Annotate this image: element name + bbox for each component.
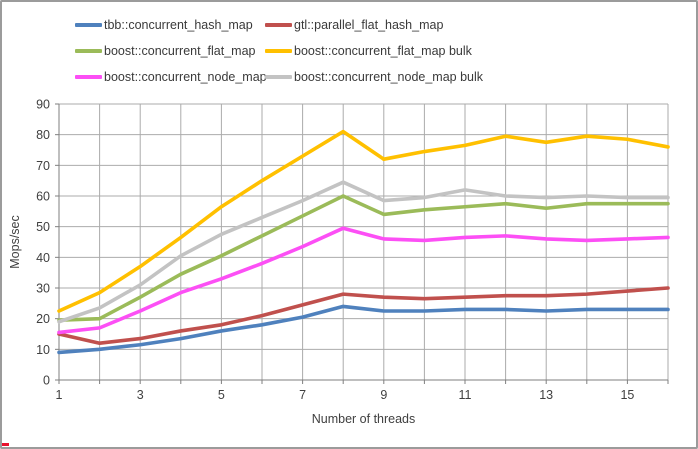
legend-item: gtl::parallel_flat_hash_map (265, 17, 443, 33)
y-tick-label: 80 (36, 128, 50, 142)
y-tick-label: 90 (36, 98, 50, 112)
x-tick-label: 7 (299, 388, 306, 402)
x-tick-label: 13 (539, 388, 553, 402)
series-line-boost-concurrent-node-map (57, 226, 670, 335)
series-line-gtl-parallel-flat-hash-map (57, 286, 670, 346)
legend-swatch-red (265, 23, 292, 27)
legend-item: tbb::concurrent_hash_map (75, 17, 253, 33)
y-tick-label: 20 (36, 312, 50, 326)
y-tick-label: 60 (36, 190, 50, 204)
series-line-boost-concurrent-flat-map (57, 194, 670, 323)
y-tick-label: 70 (36, 159, 50, 173)
legend-item: boost::concurrent_node_map bulk (265, 69, 483, 85)
legend-swatch-magenta (75, 75, 102, 79)
legend-swatch-blue (75, 23, 102, 27)
x-tick-label: 3 (137, 388, 144, 402)
legend-label: boost::concurrent_flat_map bulk (294, 44, 472, 58)
series-line-boost-concurrent-flat-map-bulk (57, 129, 670, 313)
legend-item: boost::concurrent_flat_map (75, 43, 255, 59)
series-line-tbb-concurrent-hash-map (57, 304, 670, 355)
legend-item: boost::concurrent_node_map (75, 69, 267, 85)
x-axis-title: Number of threads (312, 412, 416, 426)
legend-label: boost::concurrent_flat_map (104, 44, 256, 58)
y-tick-label: 30 (36, 282, 50, 296)
y-tick-label: 10 (36, 343, 50, 357)
x-tick-label: 15 (620, 388, 634, 402)
x-tick-label: 5 (218, 388, 225, 402)
legend-swatch-green (75, 49, 102, 53)
legend-item: boost::concurrent_flat_map bulk (265, 43, 472, 59)
legend-label: boost::concurrent_node_map (104, 70, 267, 84)
legend-swatch-yellow (265, 49, 292, 53)
legend-label: gtl::parallel_flat_hash_map (294, 18, 444, 32)
y-tick-label: 50 (36, 220, 50, 234)
y-tick-label: 40 (36, 251, 50, 265)
series-line-boost-concurrent-node-map-bulk (57, 180, 670, 324)
x-tick-label: 11 (459, 388, 472, 402)
legend-label: tbb::concurrent_hash_map (104, 18, 253, 32)
y-tick-label: 0 (43, 374, 50, 388)
x-tick-label: 1 (56, 388, 63, 402)
y-axis-title: Mops/sec (8, 215, 22, 269)
red-border-artifact (2, 443, 9, 446)
x-tick-label: 9 (380, 388, 387, 402)
legend-swatch-gray (265, 75, 292, 79)
legend-label: boost::concurrent_node_map bulk (294, 70, 484, 84)
